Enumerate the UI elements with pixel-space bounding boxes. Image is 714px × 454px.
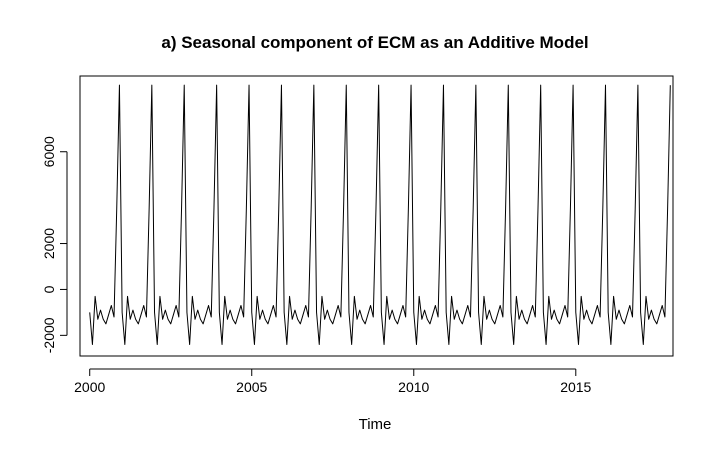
x-tick-label: 2000 xyxy=(74,379,105,395)
series-line xyxy=(89,84,671,346)
y-tick-label: -2000 xyxy=(41,317,57,353)
x-tick-label: 2015 xyxy=(560,379,591,395)
y-tick-label: 6000 xyxy=(41,136,57,167)
series-layer xyxy=(89,84,671,346)
y-tick-label: 2000 xyxy=(41,228,57,259)
plot-area-frame xyxy=(79,75,674,357)
y-axis: -2000 0 2000 6000 xyxy=(41,136,68,353)
x-tick-label: 2005 xyxy=(236,379,267,395)
chart-title: a) Seasonal component of ECM as an Addit… xyxy=(161,33,588,52)
y-tick-label: 0 xyxy=(41,285,57,293)
x-axis: 2000 2005 2010 2015 xyxy=(74,368,592,395)
x-axis-label: Time xyxy=(359,416,392,433)
x-tick-label: 2010 xyxy=(398,379,429,395)
